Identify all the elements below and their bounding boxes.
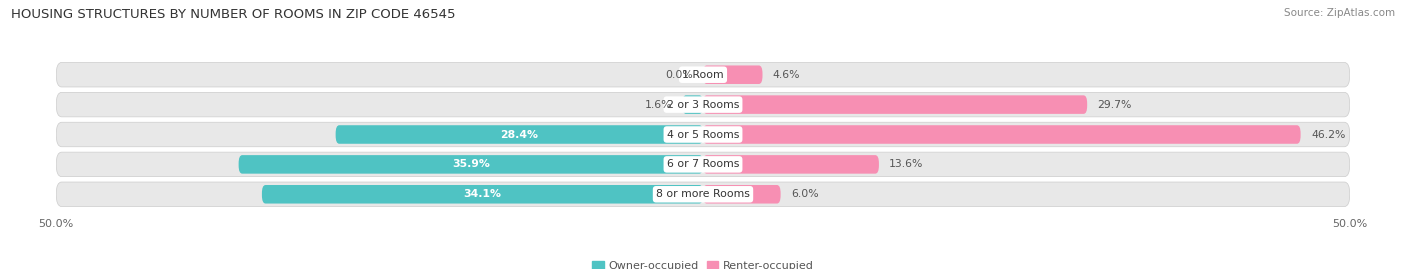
FancyBboxPatch shape bbox=[703, 95, 1087, 114]
Text: HOUSING STRUCTURES BY NUMBER OF ROOMS IN ZIP CODE 46545: HOUSING STRUCTURES BY NUMBER OF ROOMS IN… bbox=[11, 8, 456, 21]
Text: 1.6%: 1.6% bbox=[644, 100, 672, 109]
Text: 46.2%: 46.2% bbox=[1310, 129, 1346, 140]
FancyBboxPatch shape bbox=[703, 155, 879, 174]
FancyBboxPatch shape bbox=[336, 125, 703, 144]
FancyBboxPatch shape bbox=[239, 155, 703, 174]
FancyBboxPatch shape bbox=[703, 125, 1301, 144]
Text: 4.6%: 4.6% bbox=[773, 70, 800, 80]
Text: 1 Room: 1 Room bbox=[682, 70, 724, 80]
Text: 0.0%: 0.0% bbox=[665, 70, 693, 80]
Text: 2 or 3 Rooms: 2 or 3 Rooms bbox=[666, 100, 740, 109]
Text: 13.6%: 13.6% bbox=[889, 160, 924, 169]
Text: 35.9%: 35.9% bbox=[451, 160, 489, 169]
FancyBboxPatch shape bbox=[703, 185, 780, 204]
FancyBboxPatch shape bbox=[56, 62, 1350, 87]
Text: 6.0%: 6.0% bbox=[792, 189, 818, 199]
Text: 4 or 5 Rooms: 4 or 5 Rooms bbox=[666, 129, 740, 140]
FancyBboxPatch shape bbox=[56, 122, 1350, 147]
Text: 8 or more Rooms: 8 or more Rooms bbox=[657, 189, 749, 199]
Text: 28.4%: 28.4% bbox=[501, 129, 538, 140]
FancyBboxPatch shape bbox=[56, 92, 1350, 117]
FancyBboxPatch shape bbox=[682, 95, 703, 114]
FancyBboxPatch shape bbox=[56, 182, 1350, 207]
Text: Source: ZipAtlas.com: Source: ZipAtlas.com bbox=[1284, 8, 1395, 18]
FancyBboxPatch shape bbox=[56, 152, 1350, 177]
Text: 29.7%: 29.7% bbox=[1098, 100, 1132, 109]
FancyBboxPatch shape bbox=[262, 185, 703, 204]
Text: 6 or 7 Rooms: 6 or 7 Rooms bbox=[666, 160, 740, 169]
Legend: Owner-occupied, Renter-occupied: Owner-occupied, Renter-occupied bbox=[592, 261, 814, 269]
FancyBboxPatch shape bbox=[703, 65, 762, 84]
Text: 34.1%: 34.1% bbox=[464, 189, 502, 199]
